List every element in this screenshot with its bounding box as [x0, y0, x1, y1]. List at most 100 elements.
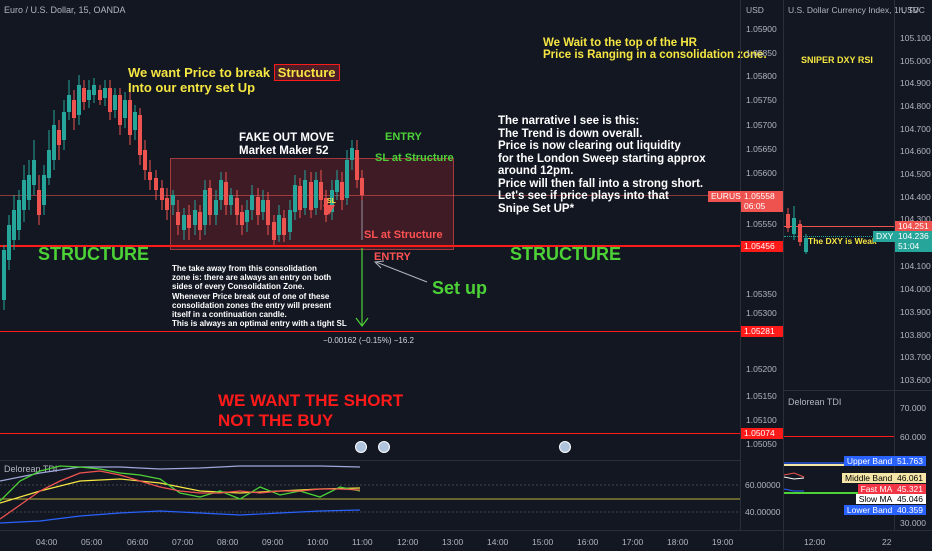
price-tick: 1.05650: [746, 144, 777, 154]
candle-body: [350, 148, 354, 160]
candle-body: [7, 225, 11, 260]
time-tick: 10:00: [307, 537, 329, 547]
time-tick: 14:00: [487, 537, 509, 547]
candle-body: [17, 200, 21, 230]
candle-body: [133, 112, 137, 130]
price-tick: 1.05900: [746, 24, 777, 34]
band-name: Slow MA: [858, 494, 893, 504]
candle-body: [208, 188, 212, 215]
candle-body: [171, 195, 175, 205]
dxy-tick: 105.000: [900, 56, 931, 66]
price-tick: 1.05350: [746, 289, 777, 299]
tdi-60-line: [784, 436, 894, 437]
dxy-time-axis[interactable]: 12:00 22: [784, 530, 932, 551]
entry-top-label: ENTRY: [385, 131, 422, 143]
time-tick: 09:00: [262, 537, 284, 547]
eurusd-tdi-lines: [0, 465, 740, 524]
candle-body: [303, 180, 307, 208]
candle-body: [77, 85, 81, 115]
pane-divider[interactable]: [783, 0, 784, 550]
candle-body: [98, 90, 102, 100]
candle-body: [143, 150, 147, 170]
dxy-tick: 104.300: [900, 214, 931, 224]
event-flag-icon[interactable]: [559, 441, 571, 453]
candle-body: [148, 172, 152, 180]
measure-readout: −0.00162 (−0.15%) −16.2: [323, 336, 414, 345]
candle-body: [138, 115, 142, 155]
narrative-line: The narrative I see is this:: [498, 115, 640, 127]
price-tick: 1.05200: [746, 364, 777, 374]
candle-body: [12, 210, 16, 240]
tdi-level-tag: 60.000: [900, 432, 926, 442]
candle-body: [235, 198, 239, 215]
eurusd-price-axis[interactable]: USD 1.05900 1.05850 1.05800 1.05750 1.05…: [708, 0, 784, 530]
candle-body: [250, 195, 254, 210]
setup-label: Set up: [432, 278, 488, 298]
candle-body: [360, 178, 364, 195]
candle-body: [203, 190, 207, 225]
break-line1-prefix: We want Price to break: [128, 65, 274, 80]
dxy-tick: 105.100: [900, 33, 931, 43]
candle-body: [103, 88, 107, 98]
time-tick: 16:00: [577, 537, 599, 547]
candle-body: [108, 88, 112, 112]
candle-body: [293, 185, 297, 212]
narrative-line: Price will then fall into a strong short…: [498, 177, 704, 190]
dxy-tick: 103.800: [900, 330, 931, 340]
time-tick: 06:00: [127, 537, 149, 547]
eurusd-title: Euro / U.S. Dollar, 15, OANDA: [4, 5, 126, 15]
dxy-tick: 103.900: [900, 307, 931, 317]
time-tick: 08:00: [217, 537, 239, 547]
narrative-line: Price is now clearing out liquidity: [498, 140, 681, 152]
structure-left-label: STRUCTURE: [38, 244, 149, 264]
band-value: 40.359: [897, 505, 923, 515]
candle-body: [72, 100, 76, 118]
takeaway-line: sides of every Consolidation Zone.: [172, 282, 305, 292]
dxy-tick: 104.900: [900, 78, 931, 88]
dxy-tick: 104.600: [900, 146, 931, 156]
price-tick: 1.05750: [746, 95, 777, 105]
dxy-price-tag: 104.236: [895, 231, 932, 242]
dxy-chart[interactable]: U.S. Dollar Currency Index, 1h, TVC SNIP…: [784, 0, 925, 390]
dxy-price-axis[interactable]: USD 105.100 105.000 104.900 104.800 104.…: [873, 0, 932, 530]
dxy-pane-separator[interactable]: [784, 390, 932, 391]
target-line: [0, 331, 740, 332]
candle-body: [47, 150, 51, 178]
candle-body: [182, 215, 186, 230]
candle-body: [240, 212, 244, 225]
target-level-tag: 1.05281: [741, 326, 783, 337]
countdown-tag: 06:05: [741, 201, 783, 212]
wait-note-line2: Price is Ranging in a consolidation zone…: [543, 49, 767, 61]
candle-body: [272, 222, 276, 240]
time-tick: 05:00: [81, 537, 103, 547]
candle-body: [355, 150, 359, 180]
candle-body: [245, 210, 249, 222]
fake-out-subtitle: Market Maker 52: [239, 145, 329, 157]
takeaway-line: zone is: there are always an entry on bo…: [172, 273, 332, 283]
eurusd-time-axis[interactable]: 04:00 05:00 06:00 07:00 08:00 09:00 10:0…: [0, 530, 783, 551]
short-note-line2: NOT THE BUY: [218, 411, 334, 430]
dxy-tick: 103.700: [900, 352, 931, 362]
event-flag-icon[interactable]: [378, 441, 390, 453]
event-flag-icon[interactable]: [355, 441, 367, 453]
eurusd-chart[interactable]: Euro / U.S. Dollar, 15, OANDA We want Pr…: [0, 0, 767, 460]
price-tick: 1.05600: [746, 168, 777, 178]
lower-level-line: [0, 433, 740, 434]
candle-body: [288, 210, 292, 232]
takeaway-line: The take away from this consolidation: [172, 264, 317, 273]
break-line1-highlight: Structure: [273, 64, 340, 81]
dxy-title: U.S. Dollar Currency Index, 1h, TVC: [788, 5, 925, 15]
candle-body: [113, 95, 117, 110]
price-tick: 1.05700: [746, 120, 777, 130]
eurusd-tdi-pane[interactable]: Delorean TDI: [0, 460, 740, 531]
dxy-tdi-pane[interactable]: Delorean TDI Upper Band 51.763 Middle Ba…: [784, 391, 932, 530]
candle-body: [319, 182, 323, 200]
dxy-tick: 103.600: [900, 375, 931, 385]
takeaway-note: The take away from this consolidation zo…: [172, 264, 347, 328]
candle-body: [229, 195, 233, 205]
candle-body: [118, 95, 122, 125]
tdi-tick: 70.000: [900, 403, 926, 413]
narrative-line: The Trend is down overall.: [498, 127, 643, 140]
dxy-tick: 104.100: [900, 261, 931, 271]
narrative-line: around 12pm.: [498, 165, 574, 177]
